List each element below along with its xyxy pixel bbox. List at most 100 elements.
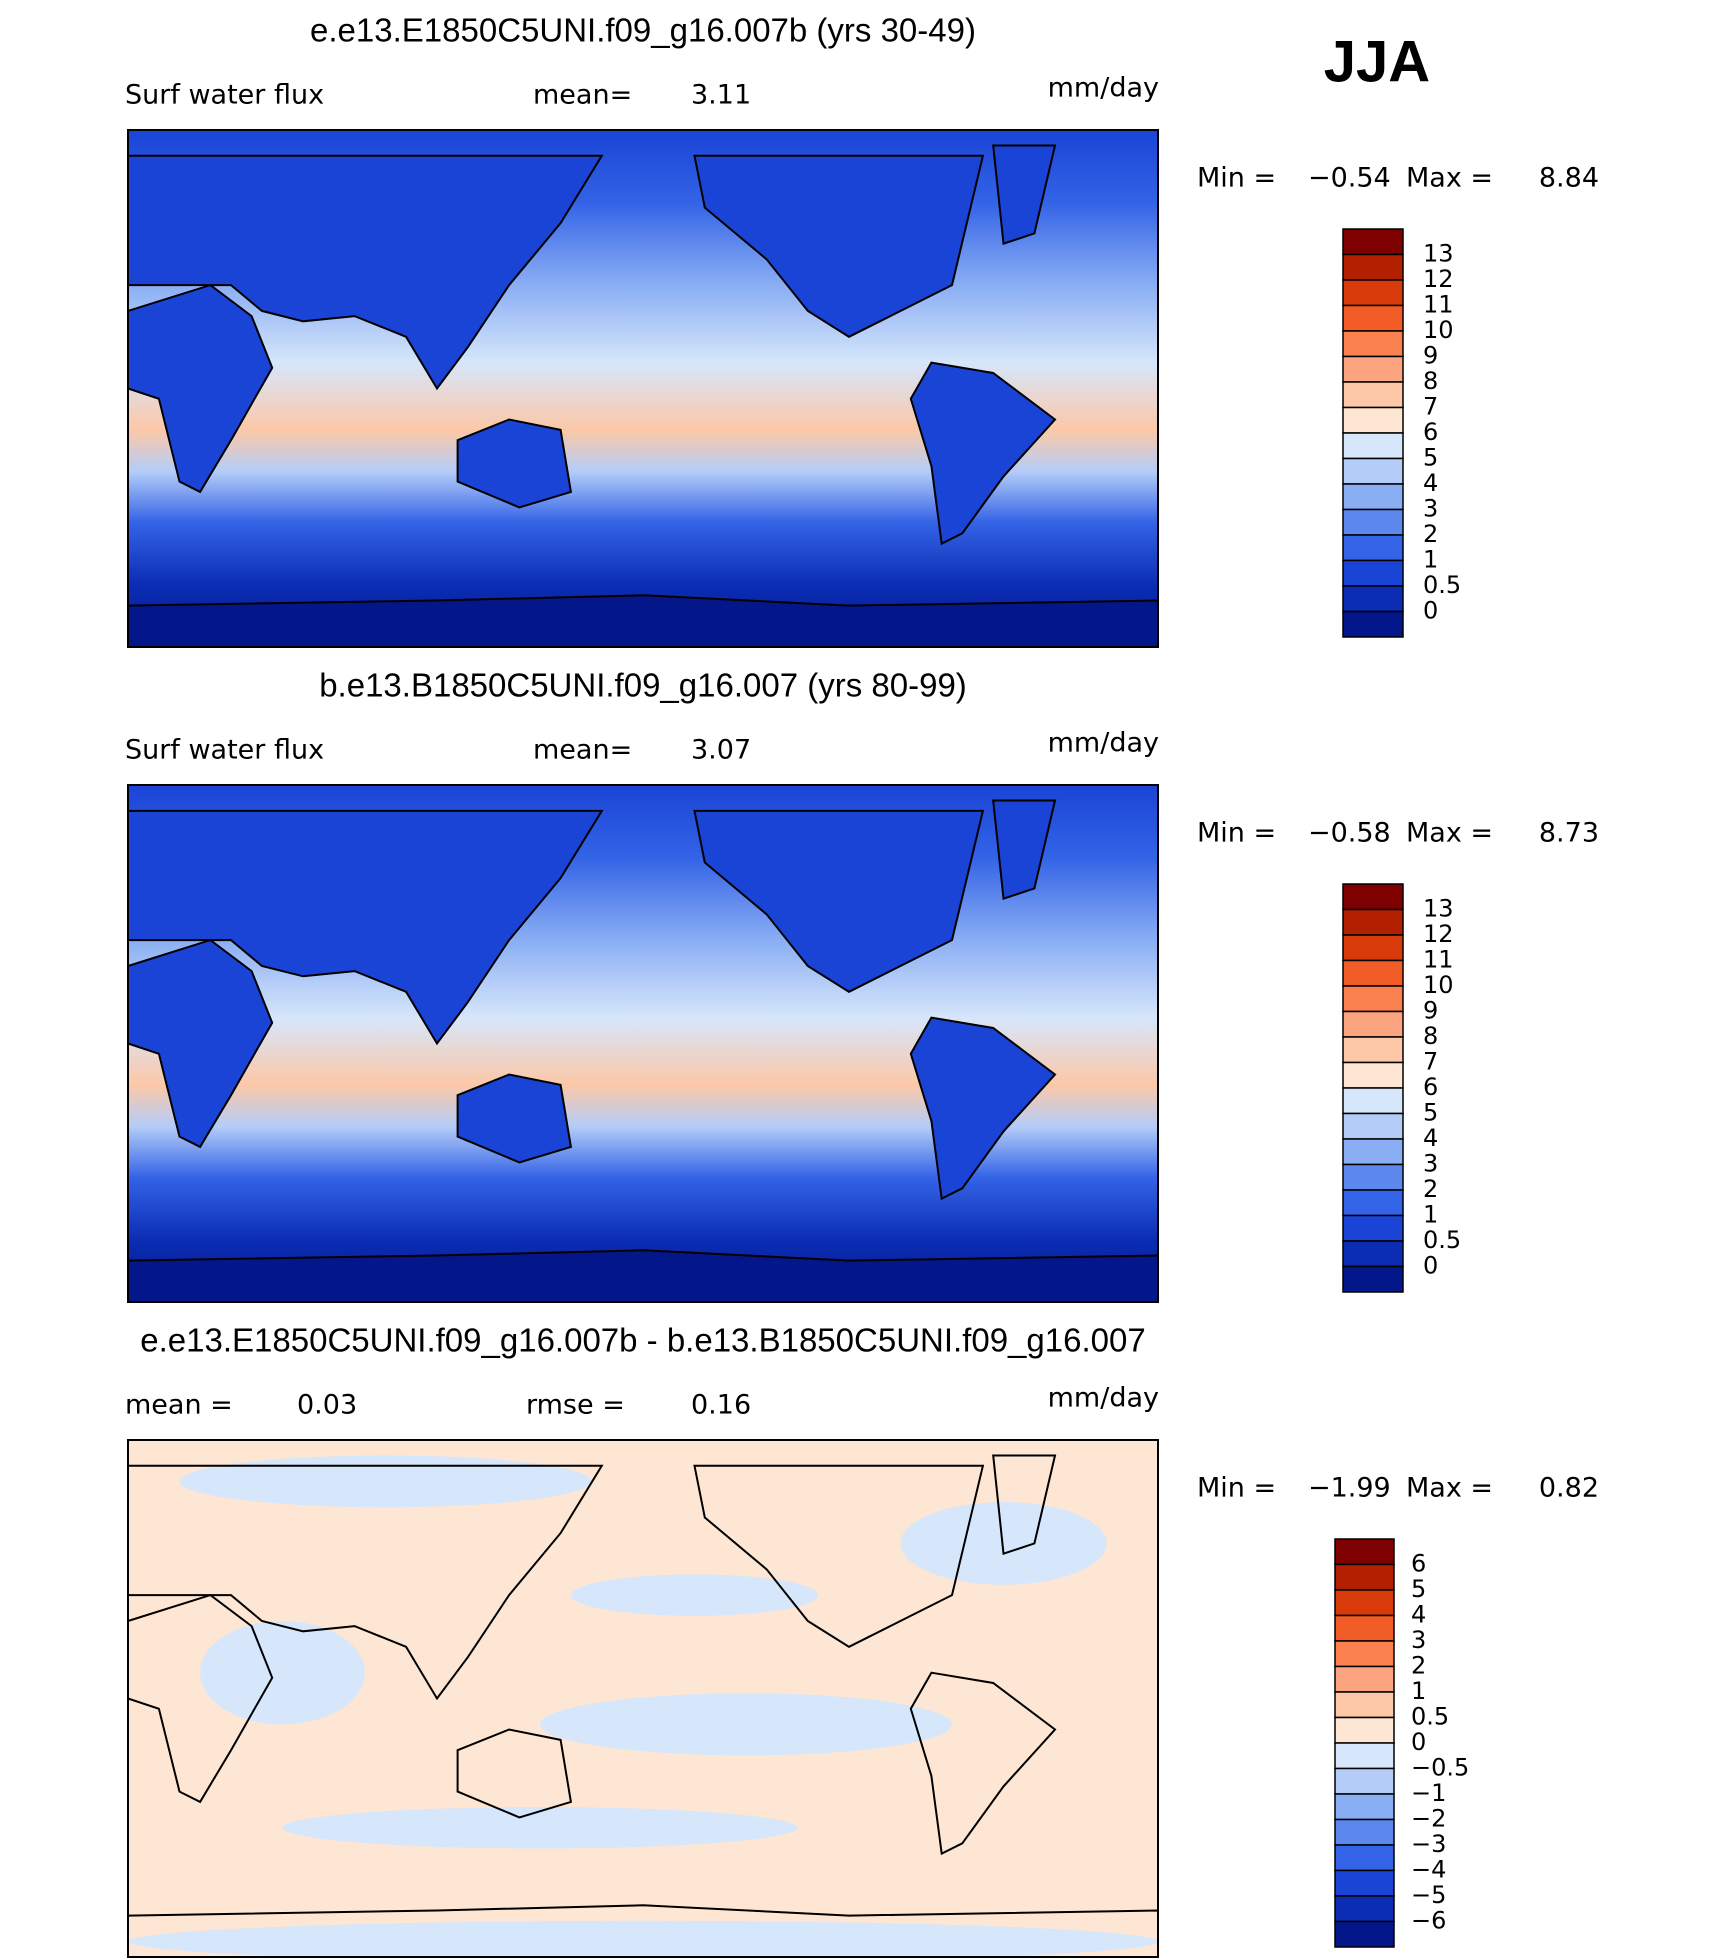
colorbar-box	[1342, 1112, 1404, 1140]
colorbar-box	[1334, 1844, 1395, 1872]
colorbar-label: 6	[1423, 418, 1438, 446]
landmass	[992, 144, 1057, 246]
colorbar-label: 1	[1423, 1201, 1438, 1229]
landmass	[127, 283, 274, 494]
landmass	[693, 154, 985, 338]
colorbar-label: 9	[1423, 997, 1438, 1025]
colorbar-box	[1342, 330, 1404, 358]
colorbar-label: 0	[1423, 597, 1438, 625]
max-value: 8.84	[1539, 163, 1599, 194]
landmass	[992, 799, 1057, 901]
colorbar-label: 9	[1423, 342, 1438, 370]
colorbar-box	[1342, 355, 1404, 383]
colorbar-box	[1342, 908, 1404, 936]
colorbar-label: 13	[1423, 895, 1454, 923]
colorbar-label: 2	[1411, 1652, 1426, 1680]
colorbar-label: 0	[1411, 1728, 1426, 1756]
map	[127, 129, 1159, 648]
colorbar-label: −1	[1411, 1779, 1446, 1807]
max-value: 0.82	[1539, 1473, 1599, 1504]
min-value: −0.58	[1308, 818, 1391, 849]
colorbar-box	[1334, 1742, 1395, 1770]
colorbar-label: 4	[1411, 1601, 1426, 1629]
landmass	[992, 1454, 1057, 1556]
map-frame	[127, 1439, 1159, 1958]
min-value: −0.54	[1308, 163, 1391, 194]
colorbar-box	[1334, 1767, 1395, 1795]
colorbar-box	[1342, 228, 1404, 256]
stat-label: mean =	[125, 1390, 233, 1421]
colorbar-label: 6	[1423, 1073, 1438, 1101]
colorbar-box	[1334, 1869, 1395, 1897]
panel-title: b.e13.B1850C5UNI.f09_g16.007 (yrs 80-99)	[319, 667, 967, 704]
colorbar-label: 0.5	[1411, 1703, 1449, 1731]
colorbar-label: −0.5	[1411, 1754, 1469, 1782]
colorbar-box	[1342, 883, 1404, 911]
colorbar-box	[1334, 1793, 1395, 1821]
colorbar-box	[1342, 959, 1404, 987]
colorbar-box	[1342, 432, 1404, 460]
landmass	[456, 1073, 573, 1164]
landmass	[127, 1464, 604, 1701]
season-label: JJA	[1324, 29, 1430, 94]
min-label: Min =	[1197, 1473, 1276, 1504]
colorbar-box	[1334, 1640, 1395, 1668]
stat-value: 0.16	[691, 1390, 751, 1421]
colorbar-label: 13	[1423, 240, 1454, 268]
colorbar-label: 11	[1423, 946, 1454, 974]
colorbar-label: 3	[1423, 495, 1438, 523]
colorbar-box	[1342, 304, 1404, 332]
landmass	[127, 1593, 274, 1804]
colorbar-label: 4	[1423, 1124, 1438, 1152]
colorbar-box	[1334, 1691, 1395, 1719]
landmass	[456, 418, 573, 509]
colorbar-box	[1342, 406, 1404, 434]
max-value: 8.73	[1539, 818, 1599, 849]
colorbar-label: 8	[1423, 367, 1438, 395]
units: mm/day	[1048, 1383, 1159, 1414]
colorbar-label: −6	[1411, 1907, 1446, 1935]
colorbar-box	[1342, 253, 1404, 281]
colorbar-label: 6	[1411, 1550, 1426, 1578]
colorbar-label: 0.5	[1423, 1226, 1461, 1254]
colorbar-label: 3	[1423, 1150, 1438, 1178]
colorbar-box	[1342, 610, 1404, 638]
map	[127, 1439, 1159, 1958]
colorbar-box	[1342, 279, 1404, 307]
map	[127, 784, 1159, 1303]
colorbar-box	[1342, 1036, 1404, 1064]
colorbar-box	[1342, 1240, 1404, 1268]
colorbar-box	[1342, 381, 1404, 409]
landmass	[127, 1249, 1159, 1303]
colorbar-box	[1342, 985, 1404, 1013]
landmass	[909, 1016, 1057, 1201]
colorbar-label: 0	[1423, 1252, 1438, 1280]
colorbar-label: 12	[1423, 265, 1454, 293]
units: mm/day	[1048, 728, 1159, 759]
colorbar-label: 2	[1423, 520, 1438, 548]
colorbar-box	[1342, 1189, 1404, 1217]
colorbar-box	[1334, 1665, 1395, 1693]
colorbar-label: 5	[1423, 444, 1438, 472]
colorbar-box	[1334, 1589, 1395, 1617]
map-shade	[282, 1807, 798, 1849]
colorbar-label: 10	[1423, 316, 1454, 344]
landmass	[693, 1464, 985, 1648]
colorbar-label: 5	[1411, 1575, 1426, 1603]
colorbar-box	[1342, 508, 1404, 536]
min-value: −1.99	[1308, 1473, 1391, 1504]
colorbar-label: −5	[1411, 1881, 1446, 1909]
colorbar-label: 7	[1423, 393, 1438, 421]
colorbar-box	[1334, 1538, 1395, 1566]
landmass	[909, 361, 1057, 546]
landmass	[127, 938, 274, 1149]
colorbar-box	[1334, 1920, 1395, 1948]
landmass	[693, 809, 985, 993]
colorbar-box	[1334, 1716, 1395, 1744]
colorbar-box	[1342, 559, 1404, 587]
landmass	[909, 1671, 1057, 1856]
colorbar-box	[1342, 457, 1404, 485]
colorbar-label: 3	[1411, 1626, 1426, 1654]
landmass	[127, 809, 604, 1046]
